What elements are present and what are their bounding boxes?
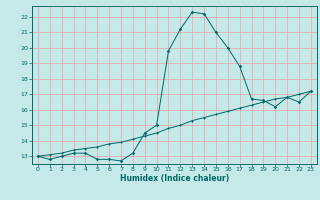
X-axis label: Humidex (Indice chaleur): Humidex (Indice chaleur) xyxy=(120,174,229,183)
